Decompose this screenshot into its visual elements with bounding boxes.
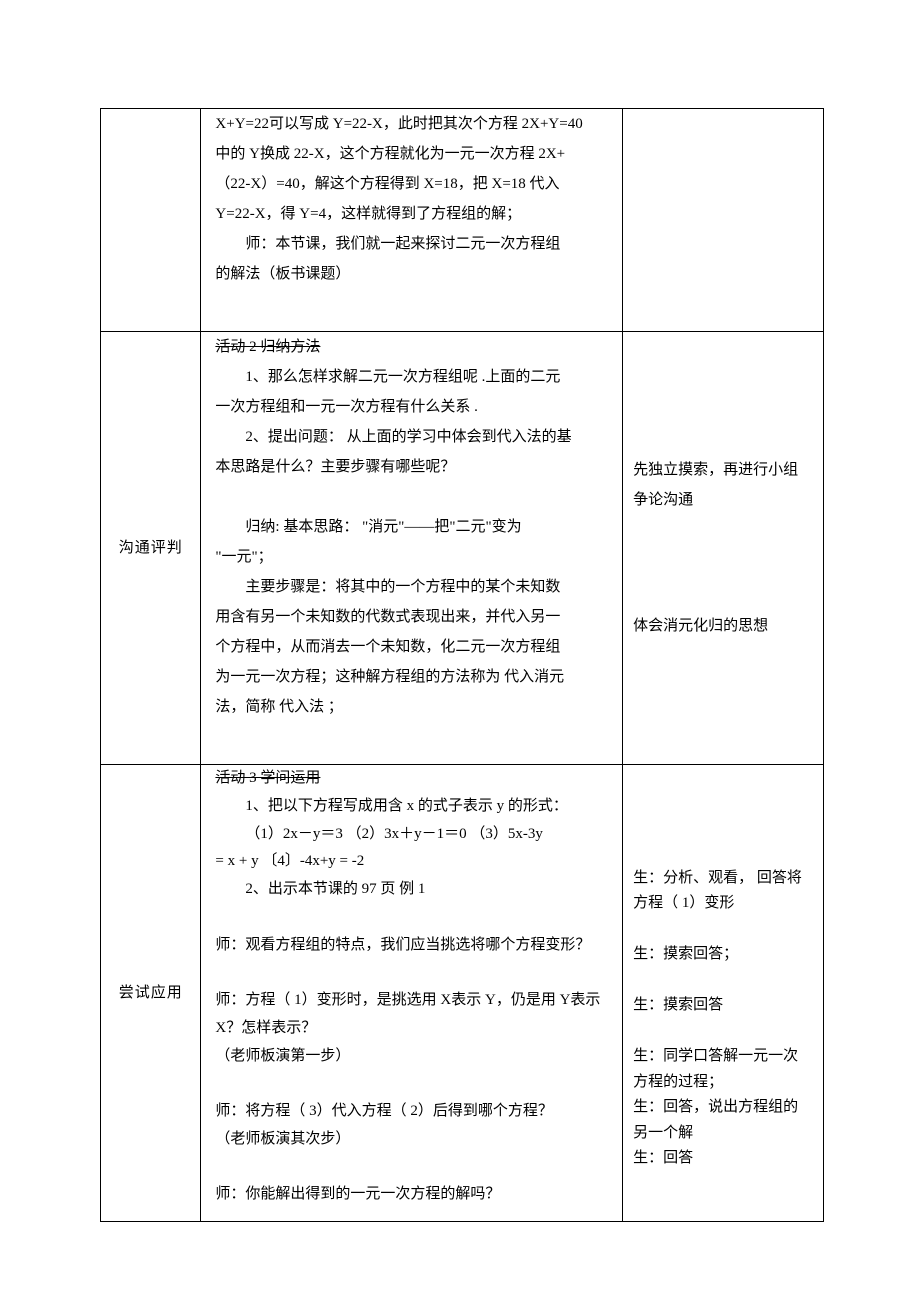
table-row: X+Y=22可以写成 Y=22-X，此时把其次个方程 2X+Y=40 中的 Y换… (101, 109, 824, 332)
content-line: 法，简称 代入法 ； (215, 692, 608, 722)
content-line: 为一元一次方程；这种解方程组的方法称为 代入消元 (215, 662, 608, 692)
right-line: 生：同学口答解一元一次方程的过程； (633, 1044, 813, 1095)
content-line (215, 722, 608, 752)
content-line: 中的 Y换成 22-X，这个方程就化为一元一次方程 2X+ (215, 139, 608, 169)
right-line (633, 1019, 813, 1045)
content-line: 用含有另一个未知数的代数式表现出来，并代入另一 (215, 602, 608, 632)
content-line: （22-X）=40，解这个方程得到 X=18，把 X=18 代入 (215, 169, 608, 199)
content-line (215, 482, 608, 512)
content-line: 一次方程组和一元一次方程有什么关系 . (215, 392, 608, 422)
content-line (215, 1070, 608, 1098)
content-line: Y=22-X，得 Y=4，这样就得到了方程组的解； (215, 199, 608, 229)
content-line: 主要步骤是：将其中的一个方程中的某个未知数 (215, 572, 608, 602)
right-line: 生：分析、观看， 回答将方程（ 1）变形 (633, 866, 813, 917)
content-line: （老师板演第一步） (215, 1043, 608, 1071)
content-line: 2、提出问题： 从上面的学习中体会到代入法的基 (215, 422, 608, 452)
content-line (215, 904, 608, 932)
content-line: 2、出示本节课的 97 页 例 1 (215, 876, 608, 904)
content-line: 师：方程（ 1）变形时，是挑选用 X表示 Y，仍是用 Y表示 X？怎样表示？ (215, 987, 608, 1043)
content-line: 师：观看方程组的特点，我们应当挑选将哪个方程变形？ (215, 932, 608, 960)
row-right: 生：分析、观看， 回答将方程（ 1）变形 生：摸索回答； 生：摸索回答 生：同学… (623, 765, 824, 1222)
right-line: 体会消元化归的思想 (633, 611, 813, 641)
right-line (633, 917, 813, 943)
content-line: 1、把以下方程写成用含 x 的式子表示 y 的形式： (215, 793, 608, 821)
content-line (215, 959, 608, 987)
content-line: 个方程中，从而消去一个未知数，化二元一次方程组 (215, 632, 608, 662)
content-line: "一元"； (215, 542, 608, 572)
table-body: X+Y=22可以写成 Y=22-X，此时把其次个方程 2X+Y=40 中的 Y换… (101, 109, 824, 1222)
content-line: X+Y=22可以写成 Y=22-X，此时把其次个方程 2X+Y=40 (215, 109, 608, 139)
content-line: = x + y 〔4〕-4x+y = -2 (215, 848, 608, 876)
content-line: 本思路是什么？主要步骤有哪些呢？ (215, 452, 608, 482)
right-line: 先独立摸索，再进行小组争论沟通 (633, 455, 813, 515)
right-line: 生：摸索回答 (633, 993, 813, 1019)
row-label: 尝试应用 (101, 765, 201, 1222)
content-line: 活动 2 归纳方法 (215, 332, 608, 362)
right-line: 生：回答 (633, 1146, 813, 1172)
right-line: 生：摸索回答； (633, 942, 813, 968)
row-right: 先独立摸索，再进行小组争论沟通 体会消元化归的思想 (623, 332, 824, 765)
table-row: 尝试应用 活动 3 学问运用 1、把以下方程写成用含 x 的式子表示 y 的形式… (101, 765, 824, 1222)
content-line: 师：本节课，我们就一起来探讨二元一次方程组 (215, 229, 608, 259)
row-content: 活动 3 学问运用 1、把以下方程写成用含 x 的式子表示 y 的形式： （1）… (201, 765, 623, 1222)
content-line: 师：将方程（ 3）代入方程（ 2）后得到哪个方程？ (215, 1098, 608, 1126)
content-line: 归纳: 基本思路： "消元"——把"二元"变为 (215, 512, 608, 542)
content-line: 活动 3 学问运用 (215, 765, 608, 793)
right-line (633, 563, 813, 593)
row-right (623, 109, 824, 332)
right-line (633, 815, 813, 841)
row-label (101, 109, 201, 332)
content-line: （老师板演其次步） (215, 1126, 608, 1154)
content-line: 师：你能解出得到的一元一次方程的解吗？ (215, 1181, 608, 1209)
table-row: 沟通评判 活动 2 归纳方法 1、那么怎样求解二元一次方程组呢 .上面的二元 一… (101, 332, 824, 765)
content-line: 的解法（板书课题） (215, 259, 608, 289)
document-page: X+Y=22可以写成 Y=22-X，此时把其次个方程 2X+Y=40 中的 Y换… (0, 0, 920, 1282)
content-line: 1、那么怎样求解二元一次方程组呢 .上面的二元 (215, 362, 608, 392)
content-line: （1）2x－y＝3 （2）3x＋y－1＝0 （3）5x-3y (215, 821, 608, 849)
row-content: X+Y=22可以写成 Y=22-X，此时把其次个方程 2X+Y=40 中的 Y换… (201, 109, 623, 332)
lesson-plan-table: X+Y=22可以写成 Y=22-X，此时把其次个方程 2X+Y=40 中的 Y换… (100, 108, 824, 1222)
content-line (215, 1154, 608, 1182)
row-content: 活动 2 归纳方法 1、那么怎样求解二元一次方程组呢 .上面的二元 一次方程组和… (201, 332, 623, 765)
right-line (633, 968, 813, 994)
row-label: 沟通评判 (101, 332, 201, 765)
right-line (633, 840, 813, 866)
content-line (215, 289, 608, 319)
right-line (633, 533, 813, 563)
right-line: 生：回答，说出方程组的另一个解 (633, 1095, 813, 1146)
